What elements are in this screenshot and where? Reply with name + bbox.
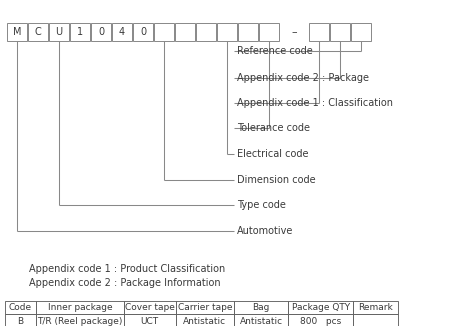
Text: 800   pcs: 800 pcs <box>300 317 341 326</box>
Text: Package QTY: Package QTY <box>292 303 350 312</box>
Bar <box>4 301 36 314</box>
Bar <box>154 23 174 41</box>
Bar <box>49 23 69 41</box>
Text: Electrical code: Electrical code <box>237 149 309 159</box>
Bar <box>7 23 27 41</box>
Bar <box>36 314 124 326</box>
Text: Appendix code 2 : Package Information: Appendix code 2 : Package Information <box>29 278 221 288</box>
Text: Reference code: Reference code <box>237 46 313 55</box>
Text: Type code: Type code <box>237 200 286 210</box>
Bar <box>196 23 216 41</box>
Text: Code: Code <box>9 303 32 312</box>
Text: 0: 0 <box>98 27 104 37</box>
Text: U: U <box>55 27 63 37</box>
Bar <box>238 23 258 41</box>
Text: Appendix code 1 : Classification: Appendix code 1 : Classification <box>237 98 393 108</box>
Text: T/R (Reel package): T/R (Reel package) <box>37 317 122 326</box>
Text: Carrier tape: Carrier tape <box>177 303 232 312</box>
Bar <box>259 23 279 41</box>
Bar <box>175 23 195 41</box>
Text: Bag: Bag <box>252 303 270 312</box>
Text: 1: 1 <box>77 27 83 37</box>
Text: Automotive: Automotive <box>237 227 293 236</box>
Text: Appendix code 2 : Package: Appendix code 2 : Package <box>237 73 369 82</box>
Bar <box>330 23 350 41</box>
Bar <box>217 23 237 41</box>
Bar <box>353 301 398 314</box>
Text: B: B <box>17 317 23 326</box>
Bar <box>4 314 36 326</box>
Bar <box>234 314 288 326</box>
Bar <box>309 23 329 41</box>
Text: –: – <box>291 27 297 37</box>
Bar <box>36 301 124 314</box>
Bar <box>176 301 234 314</box>
Text: Antistatic: Antistatic <box>183 317 226 326</box>
Bar <box>288 301 353 314</box>
Text: UCT: UCT <box>140 317 159 326</box>
Bar <box>176 314 234 326</box>
Text: 0: 0 <box>140 27 146 37</box>
Bar <box>288 314 353 326</box>
Text: 4: 4 <box>119 27 125 37</box>
Text: Remark: Remark <box>358 303 393 312</box>
Text: Cover tape: Cover tape <box>125 303 175 312</box>
Bar <box>351 23 371 41</box>
Text: M: M <box>13 27 21 37</box>
Text: Tolerance code: Tolerance code <box>237 123 310 133</box>
Text: Appendix code 1 : Product Classification: Appendix code 1 : Product Classification <box>29 264 225 274</box>
Text: C: C <box>35 27 41 37</box>
Bar <box>91 23 111 41</box>
Text: Inner package: Inner package <box>48 303 112 312</box>
Bar <box>112 23 132 41</box>
Bar <box>133 23 153 41</box>
Bar <box>353 314 398 326</box>
Text: Dimension code: Dimension code <box>237 175 315 185</box>
Bar <box>124 301 176 314</box>
Bar <box>124 314 176 326</box>
Bar <box>28 23 48 41</box>
Text: Antistatic: Antistatic <box>239 317 283 326</box>
Bar <box>234 301 288 314</box>
Bar <box>70 23 90 41</box>
